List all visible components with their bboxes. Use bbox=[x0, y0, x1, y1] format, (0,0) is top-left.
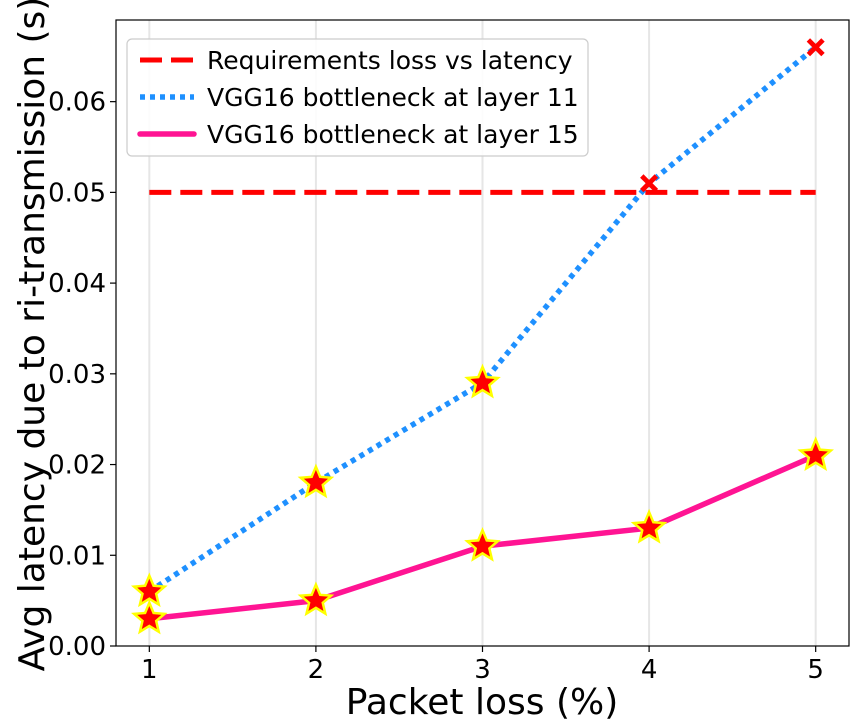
y-tick-label: 0.02 bbox=[48, 451, 106, 481]
x-tick-label: 5 bbox=[807, 655, 824, 685]
legend-label-3: VGG16 bottleneck at layer 15 bbox=[207, 120, 579, 149]
legend: Requirements loss vs latency VGG16 bottle… bbox=[126, 38, 589, 157]
y-axis-ticks: 0.00 0.01 0.02 0.03 0.04 0.05 0.06 bbox=[48, 88, 116, 662]
star-marker bbox=[131, 599, 168, 635]
x-marker bbox=[806, 38, 825, 57]
x-tick-label: 3 bbox=[474, 655, 491, 685]
legend-box bbox=[126, 38, 589, 157]
x-axis-ticks: 1 2 3 4 5 bbox=[141, 646, 824, 685]
star-marker bbox=[464, 526, 501, 562]
star-marker bbox=[131, 572, 168, 608]
y-tick-label: 0.03 bbox=[48, 360, 106, 390]
star-marker bbox=[630, 508, 668, 544]
y-tick-label: 0.05 bbox=[48, 178, 106, 208]
y-axis-label: Avg latency due to ri-transmission (s) bbox=[12, 0, 53, 671]
y-tick-label: 0.06 bbox=[48, 88, 106, 118]
x-tick-label: 4 bbox=[641, 655, 658, 685]
legend-label-2: VGG16 bottleneck at layer 11 bbox=[207, 83, 579, 112]
x-axis-label: Packet loss (%) bbox=[346, 682, 619, 723]
x-tick-label: 2 bbox=[308, 655, 325, 685]
markers-layer bbox=[131, 38, 834, 635]
star-marker bbox=[297, 463, 335, 499]
x-tick-label: 1 bbox=[141, 655, 158, 685]
legend-label-1: Requirements loss vs latency bbox=[207, 46, 573, 75]
y-tick-label: 0.04 bbox=[48, 269, 106, 299]
star-marker bbox=[464, 363, 501, 399]
x-marker bbox=[640, 174, 659, 193]
y-tick-label: 0.00 bbox=[48, 632, 106, 662]
y-tick-label: 0.01 bbox=[48, 541, 106, 571]
star-marker bbox=[797, 436, 834, 472]
star-marker bbox=[297, 581, 335, 617]
